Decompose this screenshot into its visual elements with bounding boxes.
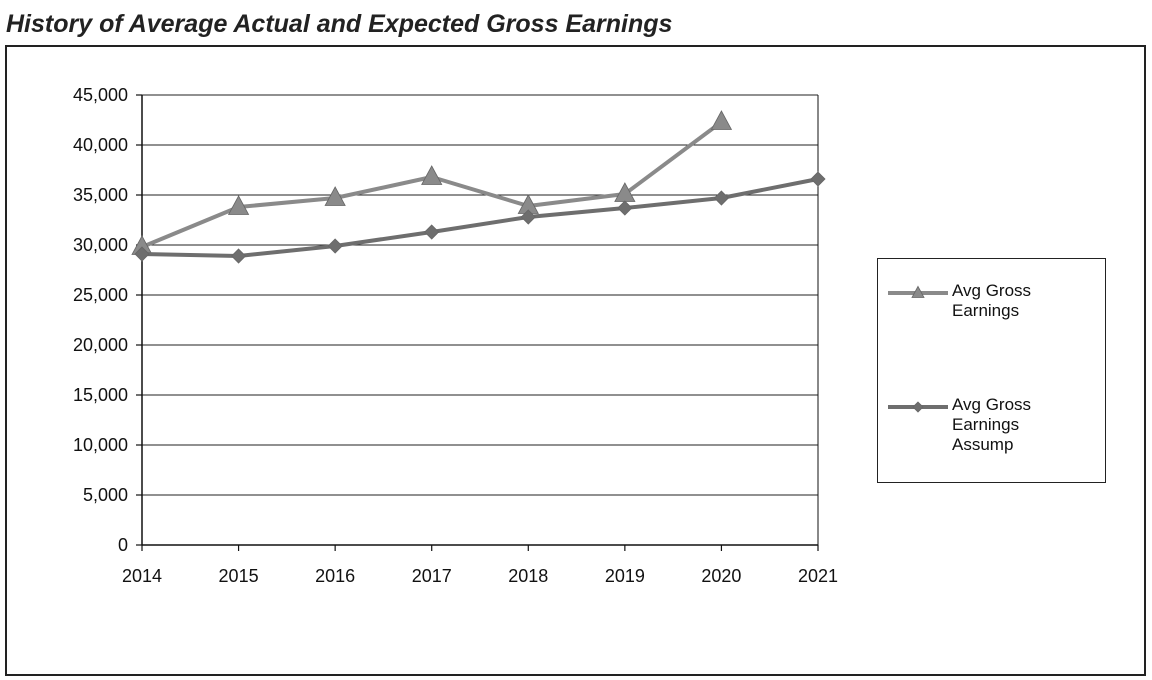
x-tick-label: 2020 [701, 566, 741, 586]
legend-swatch [888, 401, 948, 413]
x-tick-label: 2019 [605, 566, 645, 586]
y-tick-label: 30,000 [73, 235, 128, 255]
series-line [141, 177, 819, 258]
data-point [421, 165, 443, 185]
y-tick-label: 35,000 [73, 185, 128, 205]
data-point [710, 110, 733, 130]
x-tick-label: 2021 [798, 566, 838, 586]
y-tick-label: 10,000 [73, 435, 128, 455]
data-point [810, 171, 826, 187]
data-point [134, 246, 150, 262]
legend-swatch [888, 285, 948, 298]
chart-frame [5, 45, 1146, 676]
chart-title: History of Average Actual and Expected G… [6, 10, 673, 38]
data-point [327, 238, 343, 254]
legend-marker [911, 285, 925, 298]
y-tick-label: 40,000 [73, 135, 128, 155]
x-tick-label: 2018 [508, 566, 548, 586]
legend-label: Avg Gross Earnings [952, 281, 1032, 320]
y-tick-label: 5,000 [83, 485, 128, 505]
y-tick-label: 15,000 [73, 385, 128, 405]
data-point [324, 186, 346, 206]
legend-entry: Avg Gross Earnings Assump [886, 395, 1101, 455]
data-point [227, 195, 250, 215]
y-tick-label: 0 [118, 535, 128, 555]
x-tick-label: 2014 [122, 566, 162, 586]
y-tick-label: 20,000 [73, 335, 128, 355]
x-tick-label: 2017 [412, 566, 452, 586]
legend-marker [912, 401, 924, 413]
data-point [614, 182, 636, 202]
data-point [520, 209, 536, 225]
legend-entry: Avg Gross Earnings [886, 281, 1101, 321]
y-tick-label: 45,000 [73, 85, 128, 105]
legend: Avg Gross Earnings Avg Gross Earnings Ass… [877, 258, 1106, 483]
data-point [713, 190, 729, 206]
x-tick-label: 2015 [219, 566, 259, 586]
data-point [231, 248, 247, 264]
legend-label: Avg Gross Earnings Assump [952, 395, 1032, 454]
data-point [617, 200, 633, 216]
y-tick-label: 25,000 [73, 285, 128, 305]
x-tick-label: 2016 [315, 566, 355, 586]
data-point [424, 224, 440, 240]
